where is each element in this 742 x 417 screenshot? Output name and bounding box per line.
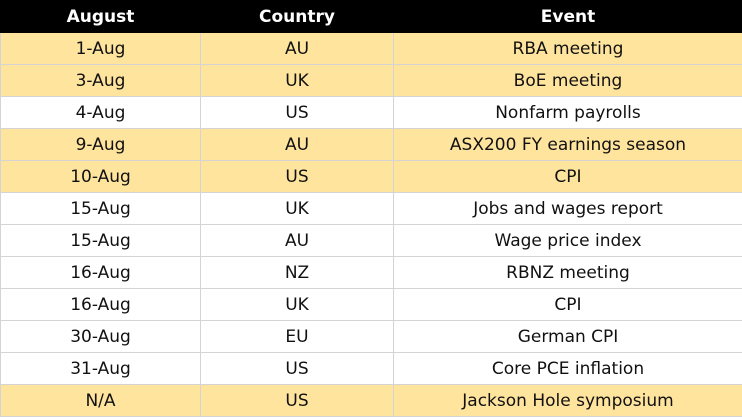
table-cell: 30-Aug [1, 321, 201, 353]
table-cell: 9-Aug [1, 129, 201, 161]
header-cell: Country [201, 1, 394, 33]
table-cell: 15-Aug [1, 193, 201, 225]
table-cell: BoE meeting [394, 65, 742, 97]
header-cell: August [1, 1, 201, 33]
table-cell: 16-Aug [1, 289, 201, 321]
table-cell: US [201, 97, 394, 129]
table-cell: Core PCE inflation [394, 353, 742, 385]
table-cell: Jobs and wages report [394, 193, 742, 225]
table-cell: AU [201, 225, 394, 257]
table-cell: AU [201, 33, 394, 65]
table-cell: RBA meeting [394, 33, 742, 65]
table-cell: 16-Aug [1, 257, 201, 289]
table-cell: EU [201, 321, 394, 353]
table-cell: US [201, 161, 394, 193]
table-cell: 3-Aug [1, 65, 201, 97]
table-cell: Nonfarm payrolls [394, 97, 742, 129]
table-cell: 4-Aug [1, 97, 201, 129]
table-cell: NZ [201, 257, 394, 289]
table-cell: UK [201, 65, 394, 97]
table-cell: CPI [394, 161, 742, 193]
table-cell: 31-Aug [1, 353, 201, 385]
table-cell: 10-Aug [1, 161, 201, 193]
table-cell: RBNZ meeting [394, 257, 742, 289]
table-cell: 15-Aug [1, 225, 201, 257]
table-cell: ASX200 FY earnings season [394, 129, 742, 161]
table-cell: German CPI [394, 321, 742, 353]
table-cell: AU [201, 129, 394, 161]
table-cell: 1-Aug [1, 33, 201, 65]
table-cell: US [201, 353, 394, 385]
table-cell: CPI [394, 289, 742, 321]
header-row: August Country Event [1, 1, 742, 33]
table-cell: Wage price index [394, 225, 742, 257]
table-cell: UK [201, 193, 394, 225]
table-cell: UK [201, 289, 394, 321]
header-cell: Event [394, 1, 742, 33]
